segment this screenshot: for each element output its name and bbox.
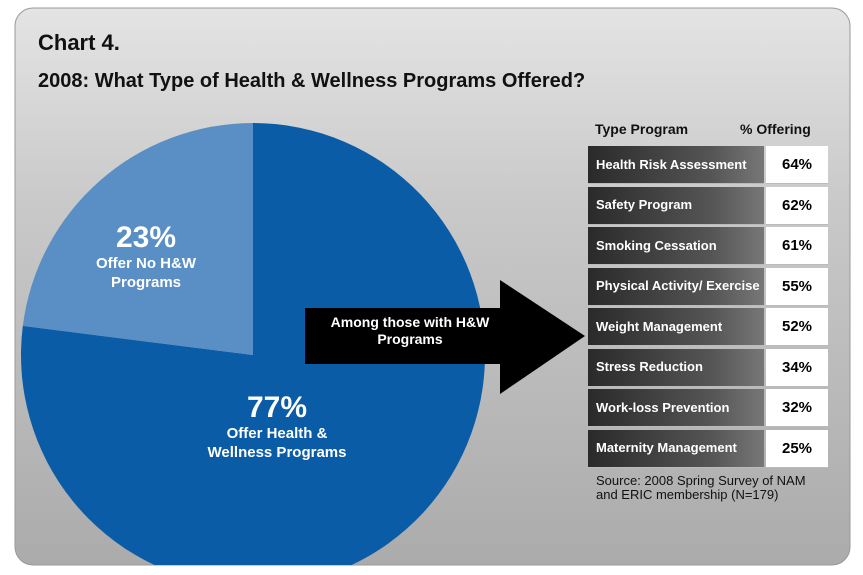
category-label: Offer Health & Wellness Programs <box>207 425 347 461</box>
table-row: Maternity Management 25% <box>588 429 828 468</box>
table-cell: Weight Management <box>588 308 764 346</box>
table-row: Smoking Cessation 61% <box>588 227 828 265</box>
table-cell: Stress Reduction <box>588 348 764 387</box>
table-row: Weight Management 52% <box>588 308 828 346</box>
pie-slice <box>22 123 253 355</box>
table-row: Safety Program 62% <box>588 186 828 225</box>
annotation: Among those with H&W Programs <box>330 314 490 347</box>
category-label: Offer No H&W Programs <box>96 255 196 291</box>
slice-label: 23% Offer No H&W Programs <box>86 222 206 292</box>
pie-slice <box>21 123 485 565</box>
table-cell: 34% <box>766 348 828 387</box>
table-header: Type Program <box>595 121 689 137</box>
table-cell: Health Risk Assessment <box>588 146 764 184</box>
value-label: 77% <box>246 391 308 424</box>
pie <box>21 123 485 565</box>
value-label: 23% <box>115 221 177 254</box>
table-cell: 25% <box>766 429 828 468</box>
table-cell: 62% <box>766 186 828 225</box>
arrow <box>305 280 585 394</box>
slice-label: 77% Offer Health & Wellness Programs <box>197 392 357 462</box>
table-header: % Offering <box>740 121 811 137</box>
table-row: Physical Activity/ Exercise 55% <box>588 267 828 306</box>
table-cell: Safety Program <box>588 186 764 225</box>
table-row: Work-loss Prevention 32% <box>588 389 828 427</box>
table-cell: Work-loss Prevention <box>588 389 764 427</box>
table-cell: 64% <box>766 146 828 184</box>
table-row: Stress Reduction 34% <box>588 348 828 387</box>
table-cell: 55% <box>766 267 828 306</box>
chart-title: Chart 4. <box>38 30 120 55</box>
table-cell: 52% <box>766 308 828 346</box>
table-cell: Smoking Cessation <box>588 227 764 265</box>
source: Source: 2008 Spring Survey of NAM and ER… <box>596 473 806 502</box>
table-cell: Physical Activity/ Exercise <box>588 267 764 306</box>
table-cell: 61% <box>766 227 828 265</box>
chart-subtitle: 2008: What Type of Health & Wellness Pro… <box>38 70 586 92</box>
table-cell: 32% <box>766 389 828 427</box>
table-cell: Maternity Management <box>588 429 764 468</box>
table-row: Health Risk Assessment 64% <box>588 146 828 184</box>
